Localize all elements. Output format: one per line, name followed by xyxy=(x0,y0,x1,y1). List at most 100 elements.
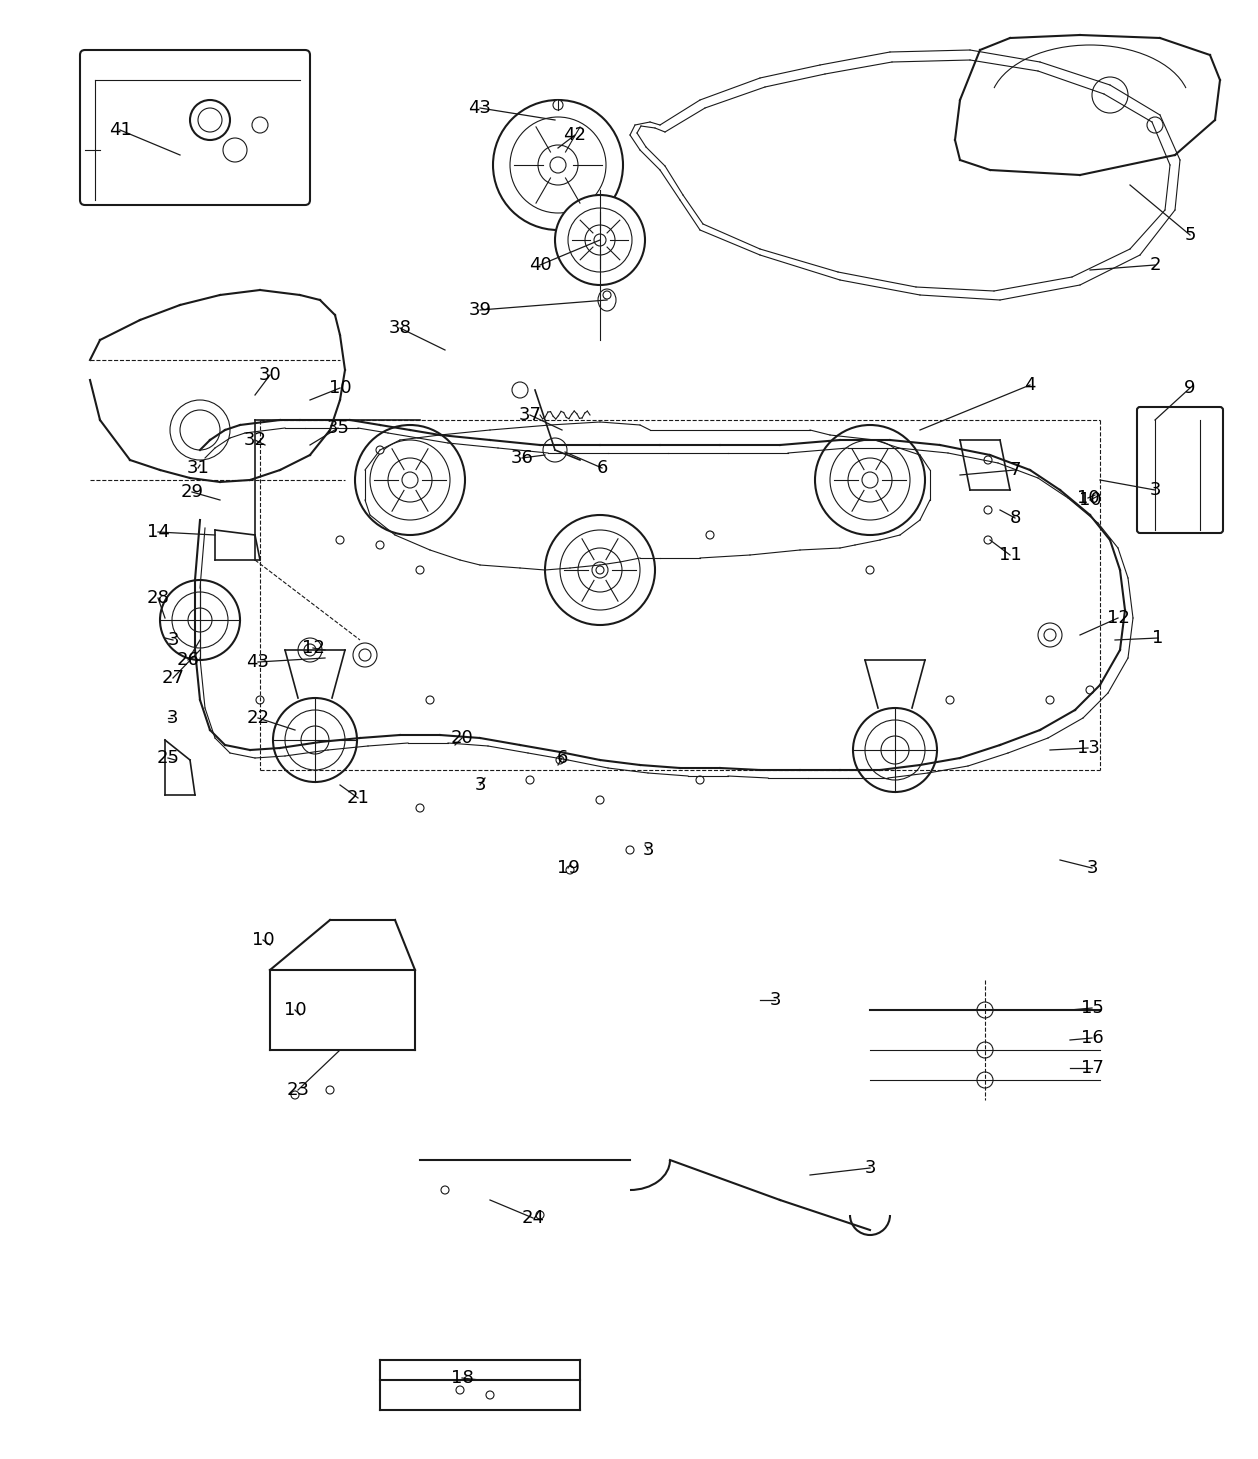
Circle shape xyxy=(198,108,221,131)
Text: 35: 35 xyxy=(327,419,350,438)
Circle shape xyxy=(298,638,322,662)
Text: 19: 19 xyxy=(556,859,580,877)
Circle shape xyxy=(979,1004,991,1015)
Text: 6: 6 xyxy=(556,748,567,767)
Circle shape xyxy=(291,1091,299,1099)
Circle shape xyxy=(355,425,465,535)
Circle shape xyxy=(273,697,357,782)
Text: 21: 21 xyxy=(346,789,370,807)
Text: 36: 36 xyxy=(511,449,533,467)
Circle shape xyxy=(301,727,330,754)
Text: 3: 3 xyxy=(864,1158,876,1177)
Text: 42: 42 xyxy=(564,125,586,144)
Circle shape xyxy=(223,139,247,162)
Circle shape xyxy=(596,566,604,573)
Circle shape xyxy=(1147,117,1162,133)
Circle shape xyxy=(442,1186,449,1193)
Text: 17: 17 xyxy=(1081,1059,1103,1077)
Text: 8: 8 xyxy=(1009,509,1020,527)
Text: 26: 26 xyxy=(176,651,200,670)
Text: 9: 9 xyxy=(1184,379,1196,397)
Circle shape xyxy=(543,438,567,463)
Circle shape xyxy=(493,101,623,231)
Circle shape xyxy=(946,696,954,705)
Circle shape xyxy=(977,1002,993,1018)
Circle shape xyxy=(596,797,604,804)
Circle shape xyxy=(172,592,228,648)
Circle shape xyxy=(536,1211,543,1220)
Text: 32: 32 xyxy=(244,430,267,449)
Text: 3: 3 xyxy=(474,776,486,794)
Text: 27: 27 xyxy=(161,670,185,687)
Text: 10: 10 xyxy=(1078,492,1101,509)
Circle shape xyxy=(977,1042,993,1058)
Text: 28: 28 xyxy=(147,589,170,607)
Text: 13: 13 xyxy=(1077,740,1099,757)
Circle shape xyxy=(593,562,608,578)
Circle shape xyxy=(815,425,925,535)
Text: 3: 3 xyxy=(166,709,177,727)
Circle shape xyxy=(1092,77,1128,112)
Circle shape xyxy=(538,144,577,185)
Text: 20: 20 xyxy=(450,730,473,747)
Text: 12: 12 xyxy=(302,639,325,657)
Text: 10: 10 xyxy=(1077,489,1099,506)
Circle shape xyxy=(556,756,564,765)
Text: 10: 10 xyxy=(328,379,351,397)
Text: 40: 40 xyxy=(528,255,551,274)
FancyBboxPatch shape xyxy=(1137,407,1223,533)
Text: 10: 10 xyxy=(284,1001,306,1018)
Text: 10: 10 xyxy=(252,931,274,948)
Text: 11: 11 xyxy=(999,546,1021,565)
Circle shape xyxy=(550,158,566,174)
Text: 3: 3 xyxy=(1150,481,1161,499)
Text: 16: 16 xyxy=(1081,1029,1103,1048)
FancyBboxPatch shape xyxy=(81,50,309,206)
Circle shape xyxy=(554,101,564,109)
Text: 18: 18 xyxy=(450,1369,473,1388)
Circle shape xyxy=(979,1045,991,1056)
Text: 2: 2 xyxy=(1150,255,1161,274)
Text: 29: 29 xyxy=(180,483,204,500)
Circle shape xyxy=(555,196,645,285)
Circle shape xyxy=(353,643,377,667)
Circle shape xyxy=(848,458,892,502)
Text: 38: 38 xyxy=(389,320,411,337)
Text: 43: 43 xyxy=(247,654,269,671)
Text: 25: 25 xyxy=(156,748,180,767)
Text: 3: 3 xyxy=(167,630,179,649)
Circle shape xyxy=(566,867,574,874)
Circle shape xyxy=(512,382,528,398)
Circle shape xyxy=(853,708,937,792)
Text: 6: 6 xyxy=(596,460,608,477)
Circle shape xyxy=(370,441,450,519)
Circle shape xyxy=(180,410,220,449)
Circle shape xyxy=(569,209,632,271)
Circle shape xyxy=(881,735,910,765)
Text: 3: 3 xyxy=(769,991,781,1010)
Circle shape xyxy=(170,400,230,460)
Circle shape xyxy=(545,515,655,624)
Circle shape xyxy=(862,473,878,487)
Text: 22: 22 xyxy=(247,709,269,727)
Text: 43: 43 xyxy=(468,99,492,117)
Text: 12: 12 xyxy=(1107,608,1130,627)
Circle shape xyxy=(830,441,910,519)
Text: 5: 5 xyxy=(1184,226,1196,244)
Circle shape xyxy=(984,535,993,544)
Circle shape xyxy=(190,101,230,140)
Circle shape xyxy=(403,473,418,487)
Text: 23: 23 xyxy=(287,1081,309,1099)
Text: 31: 31 xyxy=(186,460,209,477)
Text: 3: 3 xyxy=(1086,859,1098,877)
Circle shape xyxy=(376,446,384,454)
Circle shape xyxy=(1086,686,1094,694)
Text: 3: 3 xyxy=(643,840,654,859)
Circle shape xyxy=(376,541,384,549)
Circle shape xyxy=(696,776,704,783)
Text: 30: 30 xyxy=(259,366,282,384)
Circle shape xyxy=(984,457,993,464)
Text: 24: 24 xyxy=(522,1210,545,1227)
Circle shape xyxy=(577,549,621,592)
Circle shape xyxy=(336,535,343,544)
